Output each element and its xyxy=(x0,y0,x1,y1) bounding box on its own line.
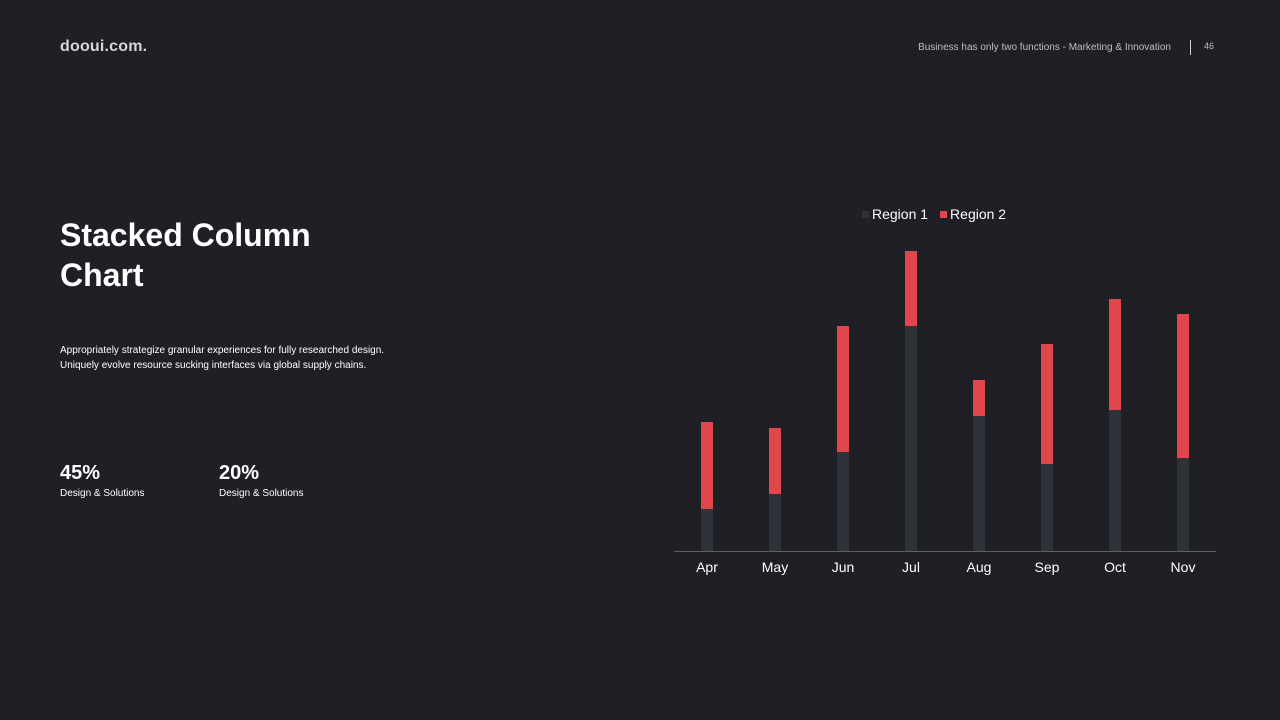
bar-sep-region-1 xyxy=(1041,464,1053,551)
bar-apr-region-1 xyxy=(701,509,713,551)
page-title-line2: Chart xyxy=(60,257,144,293)
description: Appropriately strategize granular experi… xyxy=(60,345,385,371)
bar-jun-region-1 xyxy=(837,452,849,551)
x-tick-label: Jun xyxy=(832,559,855,575)
x-tick-label: Jul xyxy=(902,559,920,575)
x-tick-label: Aug xyxy=(967,559,992,575)
tagline: Business has only two functions - Market… xyxy=(918,42,1171,53)
stat-value: 20% xyxy=(219,462,260,484)
legend-label-region-1: Region 1 xyxy=(872,206,929,222)
legend-label-region-2: Region 2 xyxy=(950,206,1007,222)
x-tick-label: Oct xyxy=(1104,559,1126,575)
bar-jul-region-2 xyxy=(905,251,917,326)
bar-jul-region-1 xyxy=(905,326,917,551)
bar-jun-region-2 xyxy=(837,326,849,452)
x-tick-label: Sep xyxy=(1035,559,1060,575)
stat-block: 20% Design & Solutions xyxy=(219,461,304,501)
x-tick-label: Apr xyxy=(696,559,718,575)
stat-label: Design & Solutions xyxy=(219,488,304,499)
page-title: Stacked Column Chart xyxy=(60,215,380,295)
x-tick-label: May xyxy=(762,559,788,575)
legend-item-region-2: Region 2 xyxy=(940,206,1006,222)
legend-swatch-region-1 xyxy=(862,210,869,218)
stat-label: Design & Solutions xyxy=(60,488,145,499)
stat-block: 45% Design & Solutions xyxy=(60,461,145,501)
bar-may-region-2 xyxy=(769,428,781,494)
stat-value: 45% xyxy=(60,462,101,484)
bar-oct-region-1 xyxy=(1109,410,1121,551)
x-tick-label: Nov xyxy=(1171,559,1196,575)
legend-swatch-region-2 xyxy=(940,210,948,218)
bar-nov-region-1 xyxy=(1177,458,1189,551)
bar-nov-region-2 xyxy=(1177,314,1189,458)
bar-sep-region-2 xyxy=(1041,344,1053,464)
header-divider xyxy=(1190,40,1191,55)
logo: dooui.com. xyxy=(60,38,148,55)
bar-oct-region-2 xyxy=(1109,299,1121,410)
bar-apr-region-2 xyxy=(701,422,713,509)
bar-aug-region-1 xyxy=(973,416,985,551)
chart-legend: Region 1 Region 2 xyxy=(862,206,1018,222)
page-number: 46 xyxy=(1204,41,1215,51)
page-title-line1: Stacked Column xyxy=(60,217,311,253)
bar-aug-region-2 xyxy=(973,380,985,416)
legend-item-region-1: Region 1 xyxy=(862,206,928,222)
bar-may-region-1 xyxy=(769,494,781,551)
